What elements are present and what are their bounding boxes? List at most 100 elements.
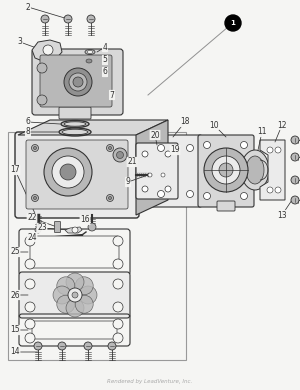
Circle shape bbox=[165, 151, 171, 157]
Circle shape bbox=[113, 333, 123, 343]
Circle shape bbox=[109, 197, 112, 200]
Circle shape bbox=[113, 319, 123, 329]
Circle shape bbox=[32, 195, 38, 202]
Circle shape bbox=[106, 195, 113, 202]
FancyBboxPatch shape bbox=[217, 201, 235, 211]
Circle shape bbox=[43, 45, 53, 55]
Text: 3: 3 bbox=[18, 37, 22, 46]
Circle shape bbox=[187, 145, 194, 151]
Circle shape bbox=[219, 163, 233, 177]
Circle shape bbox=[267, 187, 273, 193]
Text: 8: 8 bbox=[26, 128, 30, 136]
Circle shape bbox=[142, 151, 148, 157]
Text: 19: 19 bbox=[170, 145, 180, 154]
Circle shape bbox=[113, 279, 123, 289]
Circle shape bbox=[158, 145, 164, 151]
Text: Rendered by LeadVenture, Inc.: Rendered by LeadVenture, Inc. bbox=[107, 379, 193, 385]
Circle shape bbox=[34, 342, 42, 350]
Circle shape bbox=[113, 259, 123, 269]
Text: 15: 15 bbox=[10, 326, 20, 335]
Polygon shape bbox=[260, 140, 285, 200]
Circle shape bbox=[291, 196, 299, 204]
Circle shape bbox=[25, 236, 35, 246]
Circle shape bbox=[113, 302, 123, 312]
Polygon shape bbox=[136, 120, 168, 215]
Circle shape bbox=[68, 288, 82, 302]
Circle shape bbox=[37, 95, 47, 105]
Circle shape bbox=[32, 145, 38, 151]
Text: 17: 17 bbox=[10, 165, 20, 174]
Text: 23: 23 bbox=[37, 223, 47, 232]
Circle shape bbox=[25, 302, 35, 312]
Circle shape bbox=[203, 193, 211, 200]
Circle shape bbox=[57, 295, 75, 313]
Polygon shape bbox=[65, 227, 82, 233]
Circle shape bbox=[73, 77, 83, 87]
Text: 4: 4 bbox=[103, 43, 107, 51]
FancyBboxPatch shape bbox=[150, 135, 202, 207]
Text: 26: 26 bbox=[10, 291, 20, 300]
FancyBboxPatch shape bbox=[59, 107, 91, 119]
Circle shape bbox=[148, 173, 152, 177]
Bar bbox=[8, 132, 186, 360]
FancyBboxPatch shape bbox=[198, 135, 254, 207]
Text: 12: 12 bbox=[277, 121, 287, 129]
Text: 6: 6 bbox=[103, 67, 107, 76]
Circle shape bbox=[34, 147, 37, 149]
FancyBboxPatch shape bbox=[55, 222, 61, 232]
Circle shape bbox=[37, 63, 47, 73]
FancyBboxPatch shape bbox=[19, 272, 130, 318]
Circle shape bbox=[72, 292, 78, 298]
FancyBboxPatch shape bbox=[40, 55, 112, 107]
Circle shape bbox=[203, 142, 211, 149]
Circle shape bbox=[291, 153, 299, 161]
Text: 25: 25 bbox=[10, 248, 20, 257]
Circle shape bbox=[108, 342, 116, 350]
Text: 24: 24 bbox=[27, 232, 37, 241]
Circle shape bbox=[58, 342, 66, 350]
Text: 20: 20 bbox=[150, 131, 160, 140]
Circle shape bbox=[69, 73, 87, 91]
Circle shape bbox=[109, 147, 112, 149]
Circle shape bbox=[113, 148, 127, 162]
Circle shape bbox=[44, 148, 92, 196]
Circle shape bbox=[291, 176, 299, 184]
Ellipse shape bbox=[85, 50, 95, 55]
Ellipse shape bbox=[87, 50, 93, 53]
Circle shape bbox=[75, 295, 93, 313]
Text: 14: 14 bbox=[10, 347, 20, 356]
Text: 22: 22 bbox=[27, 213, 37, 223]
FancyBboxPatch shape bbox=[30, 236, 119, 268]
Circle shape bbox=[25, 319, 35, 329]
Text: 18: 18 bbox=[180, 117, 190, 126]
Text: 16: 16 bbox=[80, 216, 90, 225]
Circle shape bbox=[25, 333, 35, 343]
Polygon shape bbox=[18, 120, 168, 135]
Circle shape bbox=[79, 286, 97, 304]
Circle shape bbox=[72, 227, 78, 233]
Circle shape bbox=[161, 173, 165, 177]
Text: 9: 9 bbox=[126, 177, 130, 186]
Circle shape bbox=[88, 223, 96, 231]
FancyBboxPatch shape bbox=[26, 140, 128, 209]
Text: 6: 6 bbox=[26, 117, 30, 126]
Circle shape bbox=[158, 190, 164, 197]
Circle shape bbox=[52, 156, 84, 188]
Circle shape bbox=[267, 147, 273, 153]
Circle shape bbox=[116, 151, 124, 158]
FancyBboxPatch shape bbox=[32, 321, 117, 339]
Circle shape bbox=[241, 193, 248, 200]
Circle shape bbox=[187, 190, 194, 197]
Circle shape bbox=[291, 136, 299, 144]
Circle shape bbox=[60, 164, 76, 180]
Circle shape bbox=[75, 277, 93, 295]
Circle shape bbox=[204, 148, 248, 192]
FancyBboxPatch shape bbox=[136, 143, 178, 199]
Circle shape bbox=[106, 145, 113, 151]
FancyBboxPatch shape bbox=[15, 132, 139, 218]
Circle shape bbox=[275, 187, 281, 193]
FancyBboxPatch shape bbox=[82, 56, 96, 66]
Text: 5: 5 bbox=[103, 55, 107, 64]
Circle shape bbox=[241, 142, 248, 149]
Circle shape bbox=[275, 147, 281, 153]
